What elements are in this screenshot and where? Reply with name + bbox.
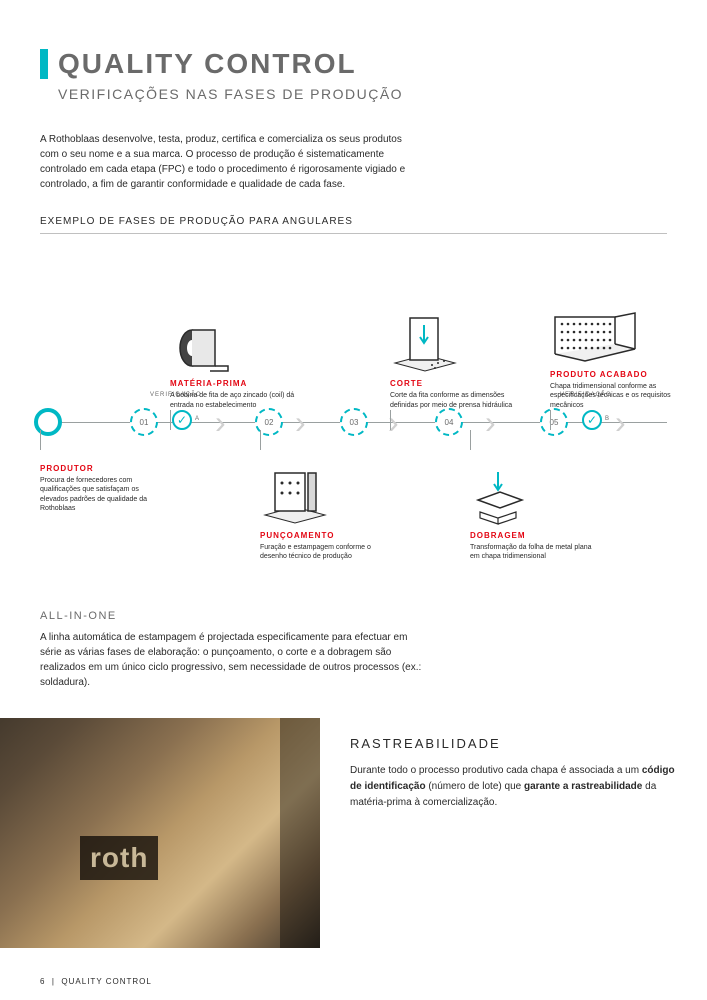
step-title: PRODUTO ACABADO — [550, 370, 690, 379]
check-b-label: B — [605, 416, 610, 422]
flow-node-04: 04 — [435, 408, 463, 436]
bottom-row: roth RASTREABILIDADE Durante todo o proc… — [0, 718, 707, 948]
step-desc: Procura de fornecedores com qualificaçõe… — [40, 476, 165, 514]
title-row: QUALITY CONTROL — [40, 48, 667, 80]
step-title: CORTE — [390, 379, 530, 388]
flow-step-mat-ria-prima: MATÉRIA-PRIMA A bobina de fita de aço zin… — [170, 308, 310, 410]
intro-paragraph: A Rothoblaas desenvolve, testa, produz, … — [40, 132, 420, 192]
step-icon — [170, 308, 310, 373]
step-desc: Corte da fita conforme as dimensões defi… — [390, 391, 515, 410]
verify-check-a: ✓ — [172, 410, 192, 430]
page-title: QUALITY CONTROL — [58, 48, 357, 80]
step-icon — [470, 460, 610, 525]
flow-step-produtor: PRODUTOR Procura de fornecedores com qual… — [40, 450, 180, 514]
allinone-heading: ALL-IN-ONE — [40, 610, 667, 622]
example-heading: EXEMPLO DE FASES DE PRODUÇÃO PARA ANGULA… — [40, 216, 667, 227]
warehouse-logo-text: roth — [80, 836, 158, 880]
flow-node-05: 05 — [540, 408, 568, 436]
step-desc: Transformação da folha de metal plana em… — [470, 543, 595, 562]
allinone-text: A linha automática de estampagem é proje… — [40, 630, 430, 690]
traceability-box: RASTREABILIDADE Durante todo o processo … — [320, 718, 707, 948]
step-desc: Furação e estampagem conforme o desenho … — [260, 543, 385, 562]
footer-label: QUALITY CONTROL — [61, 977, 151, 986]
step-title: PUNÇOAMENTO — [260, 531, 400, 540]
trace-text: Durante todo o processo produtivo cada c… — [350, 763, 683, 811]
step-title: DOBRAGEM — [470, 531, 610, 540]
production-flowchart: 0102030405✓AVERIFICAÇÃO✓BVERIFICAÇÃO››››… — [40, 250, 667, 610]
step-icon — [550, 299, 690, 364]
warehouse-photo: roth — [0, 718, 320, 948]
page-subtitle: VERIFICAÇÕES NAS FASES DE PRODUÇÃO — [58, 86, 667, 102]
page-footer: 6 | QUALITY CONTROL — [40, 977, 152, 986]
trace-heading: RASTREABILIDADE — [350, 736, 683, 751]
step-title: PRODUTOR — [40, 464, 180, 473]
step-icon — [390, 308, 530, 373]
flow-step-corte: CORTE Corte da fita conforme as dimensões… — [390, 308, 530, 410]
flow-node-03: 03 — [340, 408, 368, 436]
check-a-label: A — [195, 416, 200, 422]
divider — [40, 233, 667, 234]
accent-bar — [40, 49, 48, 79]
page-number: 6 — [40, 977, 45, 986]
flow-node-01: 01 — [130, 408, 158, 436]
flow-step-produto-acabado: PRODUTO ACABADO Chapa tridimensional conf… — [550, 299, 690, 410]
step-desc: Chapa tridimensional conforme as especif… — [550, 382, 675, 410]
step-icon — [260, 460, 400, 525]
step-title: MATÉRIA-PRIMA — [170, 379, 310, 388]
flow-step-pun-oamento: PUNÇOAMENTO Furação e estampagem conforme… — [260, 450, 400, 562]
flow-start-node — [34, 408, 62, 436]
flow-step-dobragem: DOBRAGEM Transformação da folha de metal … — [470, 450, 610, 562]
step-desc: A bobina de fita de aço zincado (coil) d… — [170, 391, 295, 410]
verify-check-b: ✓ — [582, 410, 602, 430]
